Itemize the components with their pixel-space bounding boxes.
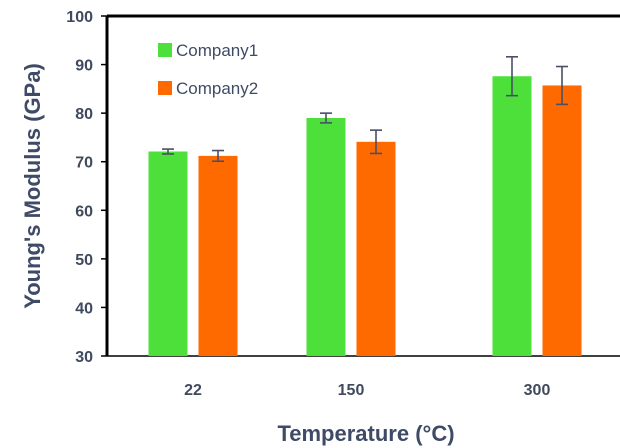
bar-company2-150 (356, 141, 396, 356)
y-tick-label: 40 (75, 300, 93, 317)
legend-label-company1: Company1 (176, 41, 258, 60)
x-tick-label: 150 (338, 382, 365, 399)
y-tick-label: 30 (75, 349, 93, 366)
bar-company1-150 (306, 118, 346, 356)
legend-swatch-company2 (158, 81, 172, 95)
bar-company2-22 (198, 155, 238, 356)
legend-label-company2: Company2 (176, 79, 258, 98)
bar-company1-22 (148, 151, 188, 356)
x-tick-labels: 22 150 300 (184, 382, 550, 399)
y-tick-label: 70 (75, 155, 93, 172)
bar-company1-300 (492, 76, 532, 356)
legend-swatch-company1 (158, 43, 172, 57)
y-tick-label: 50 (75, 252, 93, 269)
y-tick-label: 90 (75, 58, 93, 75)
x-axis-title: Temperature (°C) (277, 421, 454, 446)
y-axis-title: Young's Modulus (GPa) (20, 63, 45, 309)
bars (148, 76, 582, 356)
x-tick-label: 22 (184, 382, 202, 399)
y-tick-label: 80 (75, 106, 93, 123)
bar-company2-300 (542, 85, 582, 356)
error-bars (162, 55, 568, 163)
x-tick-label: 300 (524, 382, 551, 399)
y-tick-label: 60 (75, 203, 93, 220)
y-tick-labels: 30 40 50 60 70 80 90 100 (66, 9, 107, 366)
legend: Company1 Company2 (158, 41, 258, 98)
y-tick-label: 100 (66, 9, 93, 26)
